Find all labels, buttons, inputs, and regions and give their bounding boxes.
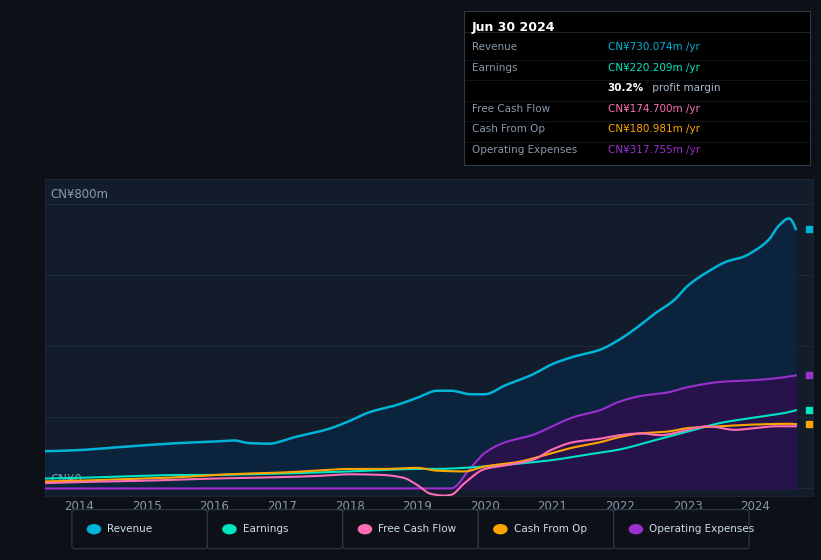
Text: Cash From Op: Cash From Op [472,124,545,134]
Text: Free Cash Flow: Free Cash Flow [472,104,550,114]
Text: CN¥174.700m /yr: CN¥174.700m /yr [608,104,699,114]
Text: Revenue: Revenue [107,524,152,534]
Text: Operating Expenses: Operating Expenses [472,144,577,155]
Text: Jun 30 2024: Jun 30 2024 [472,21,556,34]
Text: CN¥0: CN¥0 [51,473,82,486]
Text: Operating Expenses: Operating Expenses [649,524,754,534]
Text: CN¥317.755m /yr: CN¥317.755m /yr [608,144,699,155]
Text: Revenue: Revenue [472,42,517,52]
Text: profit margin: profit margin [649,83,720,93]
Text: Free Cash Flow: Free Cash Flow [378,524,456,534]
Text: CN¥180.981m /yr: CN¥180.981m /yr [608,124,699,134]
Text: Earnings: Earnings [242,524,288,534]
Text: CN¥800m: CN¥800m [51,188,108,200]
Text: Cash From Op: Cash From Op [514,524,586,534]
Text: 30.2%: 30.2% [608,83,644,93]
Text: Earnings: Earnings [472,63,517,73]
Text: CN¥220.209m /yr: CN¥220.209m /yr [608,63,699,73]
Text: CN¥730.074m /yr: CN¥730.074m /yr [608,42,699,52]
